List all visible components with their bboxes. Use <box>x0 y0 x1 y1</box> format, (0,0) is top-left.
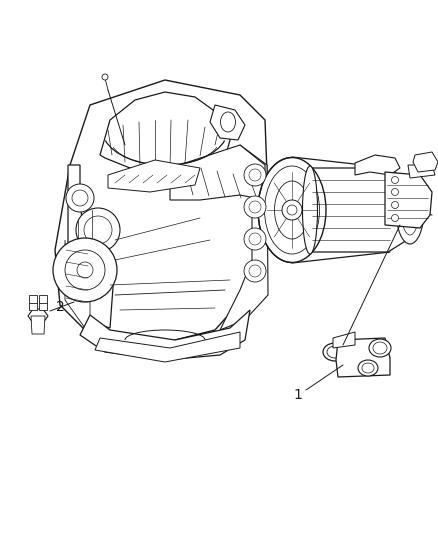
Polygon shape <box>29 295 37 303</box>
Ellipse shape <box>327 346 343 358</box>
Polygon shape <box>333 332 355 348</box>
Circle shape <box>84 216 112 244</box>
Polygon shape <box>65 240 90 335</box>
Polygon shape <box>170 145 265 200</box>
Polygon shape <box>28 309 48 323</box>
Polygon shape <box>385 172 432 228</box>
Ellipse shape <box>323 343 347 361</box>
Circle shape <box>392 189 399 196</box>
Polygon shape <box>31 316 45 334</box>
Polygon shape <box>68 165 115 328</box>
Circle shape <box>72 190 88 206</box>
Polygon shape <box>220 145 268 330</box>
Polygon shape <box>100 92 230 172</box>
Circle shape <box>287 205 297 215</box>
Polygon shape <box>336 338 390 377</box>
Ellipse shape <box>373 342 387 354</box>
Circle shape <box>244 196 266 218</box>
Text: 2: 2 <box>56 300 64 314</box>
Circle shape <box>249 169 261 181</box>
Polygon shape <box>29 302 37 310</box>
Polygon shape <box>39 295 47 303</box>
Ellipse shape <box>303 166 318 254</box>
Ellipse shape <box>258 157 326 262</box>
Circle shape <box>77 262 93 278</box>
Text: 1: 1 <box>293 388 302 402</box>
Ellipse shape <box>358 360 378 376</box>
Polygon shape <box>413 152 438 172</box>
Ellipse shape <box>362 363 374 373</box>
Ellipse shape <box>369 339 391 357</box>
Polygon shape <box>210 105 245 140</box>
Circle shape <box>249 201 261 213</box>
Circle shape <box>244 260 266 282</box>
Ellipse shape <box>265 166 319 254</box>
Polygon shape <box>408 165 435 178</box>
Circle shape <box>249 233 261 245</box>
Polygon shape <box>55 80 268 345</box>
Polygon shape <box>95 332 240 362</box>
Ellipse shape <box>220 112 236 132</box>
Ellipse shape <box>275 181 310 239</box>
Circle shape <box>76 208 120 252</box>
Circle shape <box>392 201 399 208</box>
Circle shape <box>392 176 399 183</box>
Circle shape <box>53 238 117 302</box>
Circle shape <box>392 214 399 222</box>
Polygon shape <box>310 168 418 252</box>
Circle shape <box>244 228 266 250</box>
Circle shape <box>249 265 261 277</box>
Circle shape <box>244 164 266 186</box>
Circle shape <box>66 184 94 212</box>
Circle shape <box>65 250 105 290</box>
Ellipse shape <box>396 176 424 244</box>
Polygon shape <box>39 302 47 310</box>
Polygon shape <box>108 160 200 192</box>
Ellipse shape <box>401 185 419 235</box>
Circle shape <box>282 200 302 220</box>
Polygon shape <box>80 310 250 360</box>
Polygon shape <box>355 155 400 175</box>
Circle shape <box>102 74 108 80</box>
